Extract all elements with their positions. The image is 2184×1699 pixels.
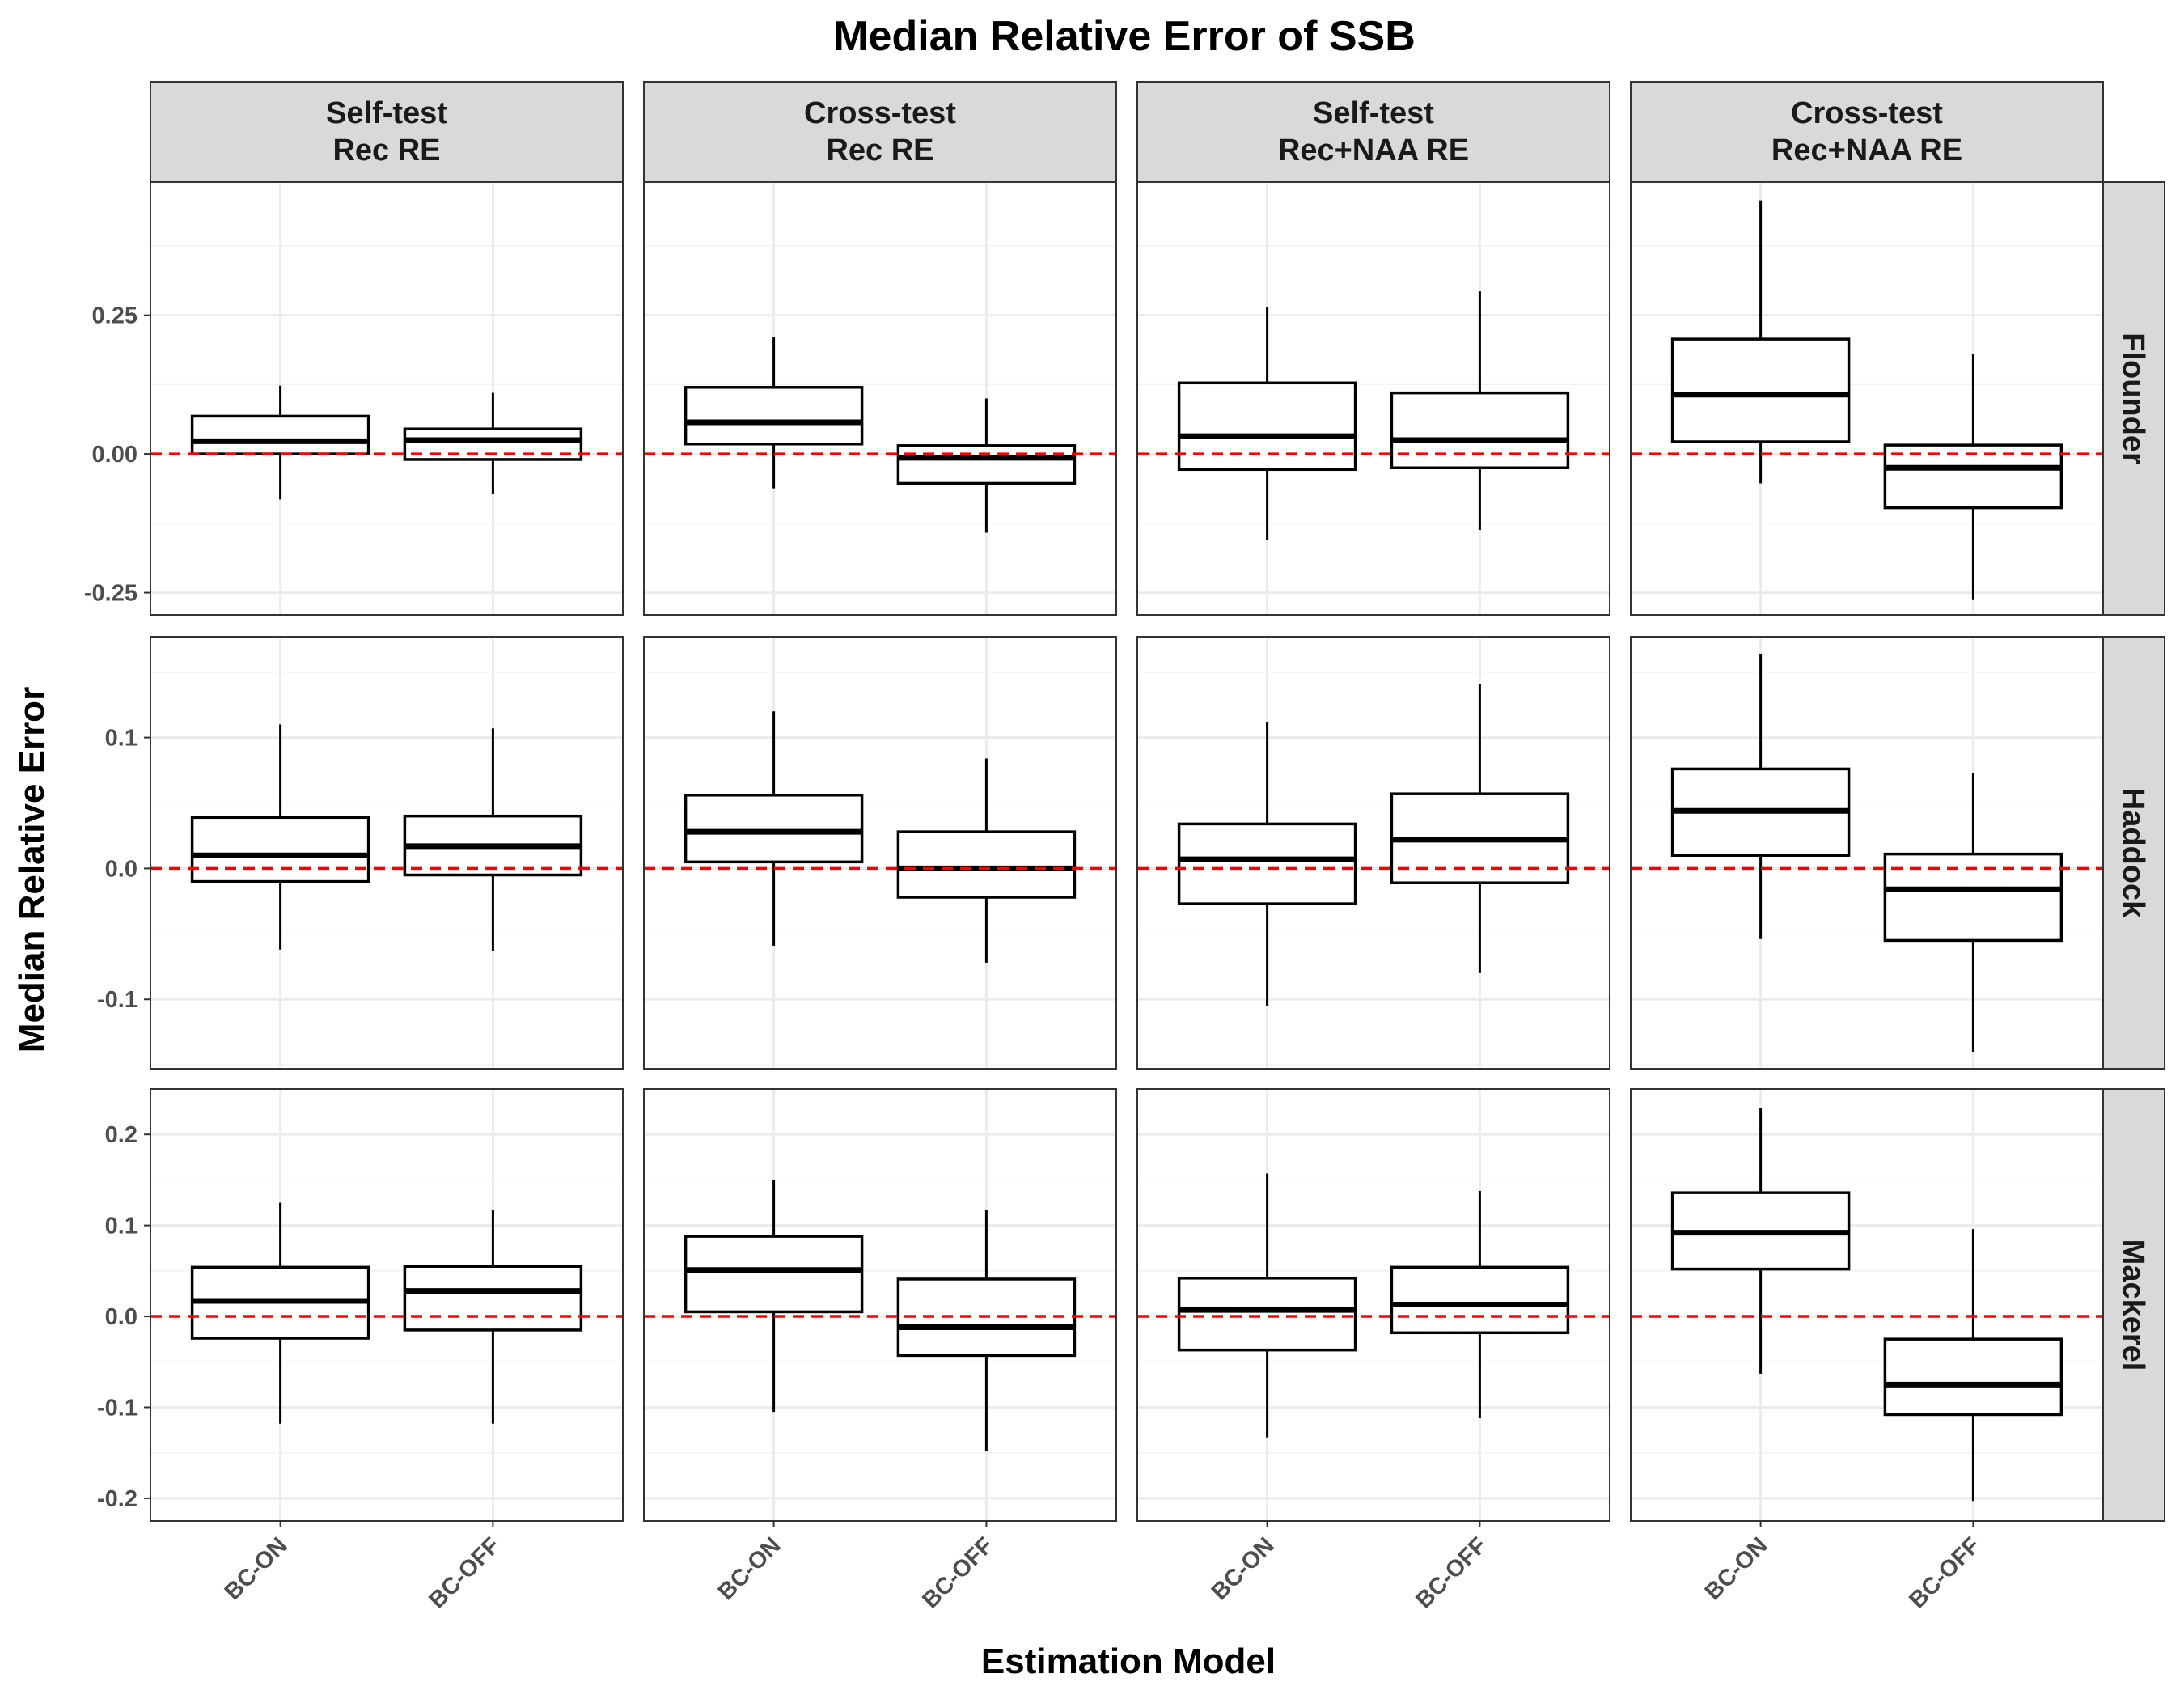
panel-border	[150, 1088, 624, 1522]
y-tick-label: 0.0	[105, 856, 138, 882]
plot-area: Self-test Rec RE Cross-test Rec RE Self-test…	[84, 81, 2165, 1613]
panel	[1630, 181, 2104, 616]
panel-border	[643, 181, 1117, 616]
panel	[1136, 1088, 1610, 1522]
panel	[150, 181, 624, 616]
x-tick-label: BC-ON	[713, 1532, 786, 1605]
row-strip	[2102, 181, 2165, 616]
row-strip	[2102, 636, 2165, 1070]
panel	[1136, 636, 1610, 1070]
box	[1177, 381, 1357, 472]
box	[1177, 822, 1357, 905]
y-tick-label: 0.25	[92, 303, 138, 329]
box	[1883, 852, 2063, 943]
panel-border	[1630, 181, 2104, 616]
row-strip-label: Mackerel	[2116, 1239, 2150, 1371]
x-tick-label: BC-OFF	[917, 1532, 998, 1613]
column-strip-label: Cross-test Rec+NAA RE	[1771, 96, 1962, 167]
box	[1390, 391, 1570, 469]
y-tick-label: 0.2	[105, 1122, 138, 1148]
column-strip-label: Cross-test Rec RE	[804, 96, 956, 167]
row-strip-label: Haddock	[2116, 788, 2150, 918]
panel	[643, 636, 1117, 1070]
box	[1390, 1265, 1570, 1335]
column-strip	[1630, 81, 2104, 183]
y-tick-label: -0.1	[97, 987, 138, 1013]
panel	[150, 1088, 624, 1522]
panel	[1630, 636, 2104, 1070]
box	[403, 1265, 583, 1332]
panel-border	[643, 1088, 1117, 1522]
panel-border	[643, 636, 1117, 1070]
column-strip-label: Self-test Rec RE	[326, 96, 447, 167]
box	[190, 816, 370, 883]
panel-border	[1630, 636, 2104, 1070]
y-tick-label: 0.1	[105, 726, 138, 752]
row-strip-label: Flounder	[2116, 333, 2150, 464]
x-tick-label: BC-OFF	[1904, 1532, 1985, 1613]
box	[190, 414, 370, 455]
y-tick-label: 0.0	[105, 1304, 138, 1330]
panel-border	[1630, 1088, 2104, 1522]
panel	[1136, 181, 1610, 616]
panel-border	[150, 636, 624, 1070]
y-tick-label: -0.1	[97, 1395, 138, 1421]
panel-border	[1136, 181, 1610, 616]
column-strip	[1136, 81, 1610, 183]
y-tick-label: 0.1	[105, 1214, 138, 1239]
panel-background	[1631, 1089, 2103, 1521]
panel	[643, 181, 1117, 616]
box	[684, 1235, 864, 1314]
y-axis-title: Median Relative Error	[12, 687, 52, 1053]
box	[684, 386, 864, 446]
box	[1670, 337, 1851, 443]
chart-title: Median Relative Error of SSB	[833, 13, 1416, 60]
box	[896, 444, 1077, 485]
panel-border	[1136, 636, 1610, 1070]
x-axis-title: Estimation Model	[981, 1642, 1276, 1681]
box	[1177, 1277, 1357, 1352]
box	[1883, 443, 2063, 510]
y-tick-label: -0.25	[84, 581, 138, 607]
panel	[1630, 1088, 2104, 1522]
column-strip-label: Self-test Rec+NAA RE	[1278, 96, 1469, 167]
y-tick-label: -0.2	[97, 1486, 138, 1512]
x-tick-label: BC-OFF	[1411, 1532, 1492, 1613]
column-strip	[643, 81, 1117, 183]
x-tick-label: BC-ON	[220, 1532, 293, 1605]
x-tick-label: BC-ON	[1700, 1532, 1773, 1605]
column-strip	[150, 81, 624, 183]
panel-background	[150, 182, 623, 615]
y-tick-label: 0.00	[92, 442, 138, 468]
panel-border	[150, 181, 624, 616]
box	[684, 794, 864, 864]
x-tick-label: BC-ON	[1207, 1532, 1280, 1605]
panel-border	[1136, 1088, 1610, 1522]
row-strip	[2102, 1088, 2165, 1522]
x-tick-label: BC-OFF	[424, 1532, 505, 1613]
panel	[643, 1088, 1117, 1522]
box	[1883, 1337, 2063, 1417]
box	[896, 830, 1077, 899]
panel	[150, 636, 624, 1070]
